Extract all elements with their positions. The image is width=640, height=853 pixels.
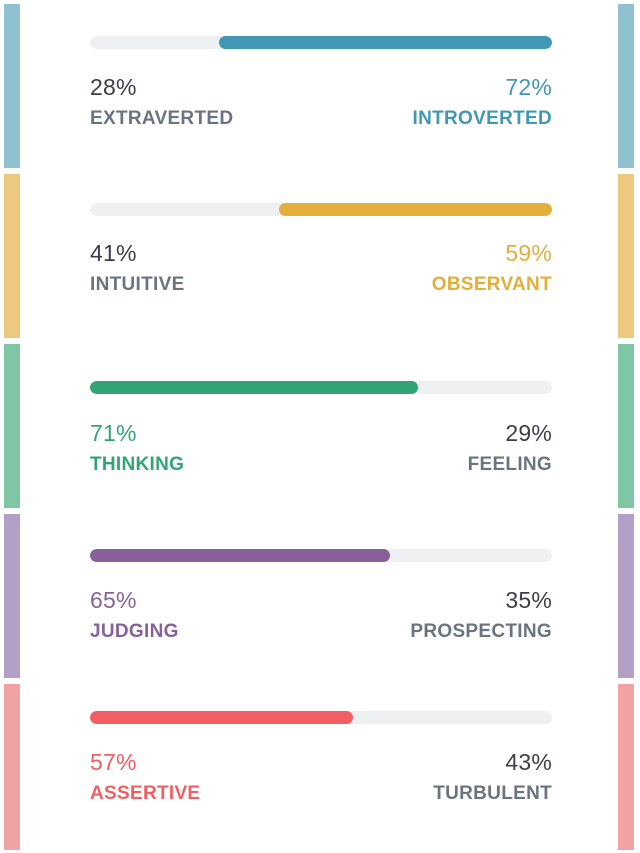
trait-bar xyxy=(90,381,552,394)
left-trait-label: THINKING xyxy=(90,454,185,475)
left-trait-percent: 28% xyxy=(90,74,137,100)
left-trait-percent: 41% xyxy=(90,240,137,266)
section-stripe-left xyxy=(4,4,20,168)
left-trait-label: ASSERTIVE xyxy=(90,783,201,804)
trait-section-identity: 57% 43% ASSERTIVE TURBULENT xyxy=(0,684,640,850)
trait-bar-fill xyxy=(90,711,354,724)
right-trait-label: PROSPECTING xyxy=(410,621,552,642)
trait-section-tactics: 65% 35% JUDGING PROSPECTING xyxy=(0,514,640,678)
trait-bar xyxy=(90,549,552,562)
section-stripe-left xyxy=(4,344,20,508)
trait-bar-fill xyxy=(90,381,419,394)
trait-section-energy: 28% 72% EXTRAVERTED INTROVERTED xyxy=(0,4,640,168)
right-trait-percent: 43% xyxy=(505,749,552,775)
section-stripe-left xyxy=(4,514,20,678)
trait-bar xyxy=(90,36,552,49)
left-trait-percent: 57% xyxy=(90,749,137,775)
trait-section-mind: 41% 59% INTUITIVE OBSERVANT xyxy=(0,174,640,338)
trait-section-nature: 71% 29% THINKING FEELING xyxy=(0,344,640,508)
section-stripe-right xyxy=(618,174,634,338)
section-stripe-right xyxy=(618,684,634,850)
right-trait-label: OBSERVANT xyxy=(431,274,552,295)
section-stripe-left xyxy=(4,684,20,850)
trait-bar xyxy=(90,203,552,216)
left-trait-percent: 65% xyxy=(90,587,137,613)
left-trait-label: EXTRAVERTED xyxy=(90,108,234,129)
section-stripe-right xyxy=(618,4,634,168)
right-trait-percent: 59% xyxy=(505,240,552,266)
right-trait-label: INTROVERTED xyxy=(412,108,552,129)
left-trait-label: INTUITIVE xyxy=(90,274,185,295)
right-trait-label: TURBULENT xyxy=(433,783,552,804)
left-trait-percent: 71% xyxy=(90,420,137,446)
right-trait-percent: 35% xyxy=(505,587,552,613)
right-trait-label: FEELING xyxy=(467,454,552,475)
trait-bar-fill xyxy=(219,36,552,49)
trait-bar-fill xyxy=(279,203,552,216)
right-trait-percent: 29% xyxy=(505,420,552,446)
section-stripe-right xyxy=(618,514,634,678)
trait-bar-fill xyxy=(90,549,391,562)
right-trait-percent: 72% xyxy=(505,74,552,100)
left-trait-label: JUDGING xyxy=(90,621,179,642)
section-stripe-left xyxy=(4,174,20,338)
section-stripe-right xyxy=(618,344,634,508)
trait-bar xyxy=(90,711,552,724)
